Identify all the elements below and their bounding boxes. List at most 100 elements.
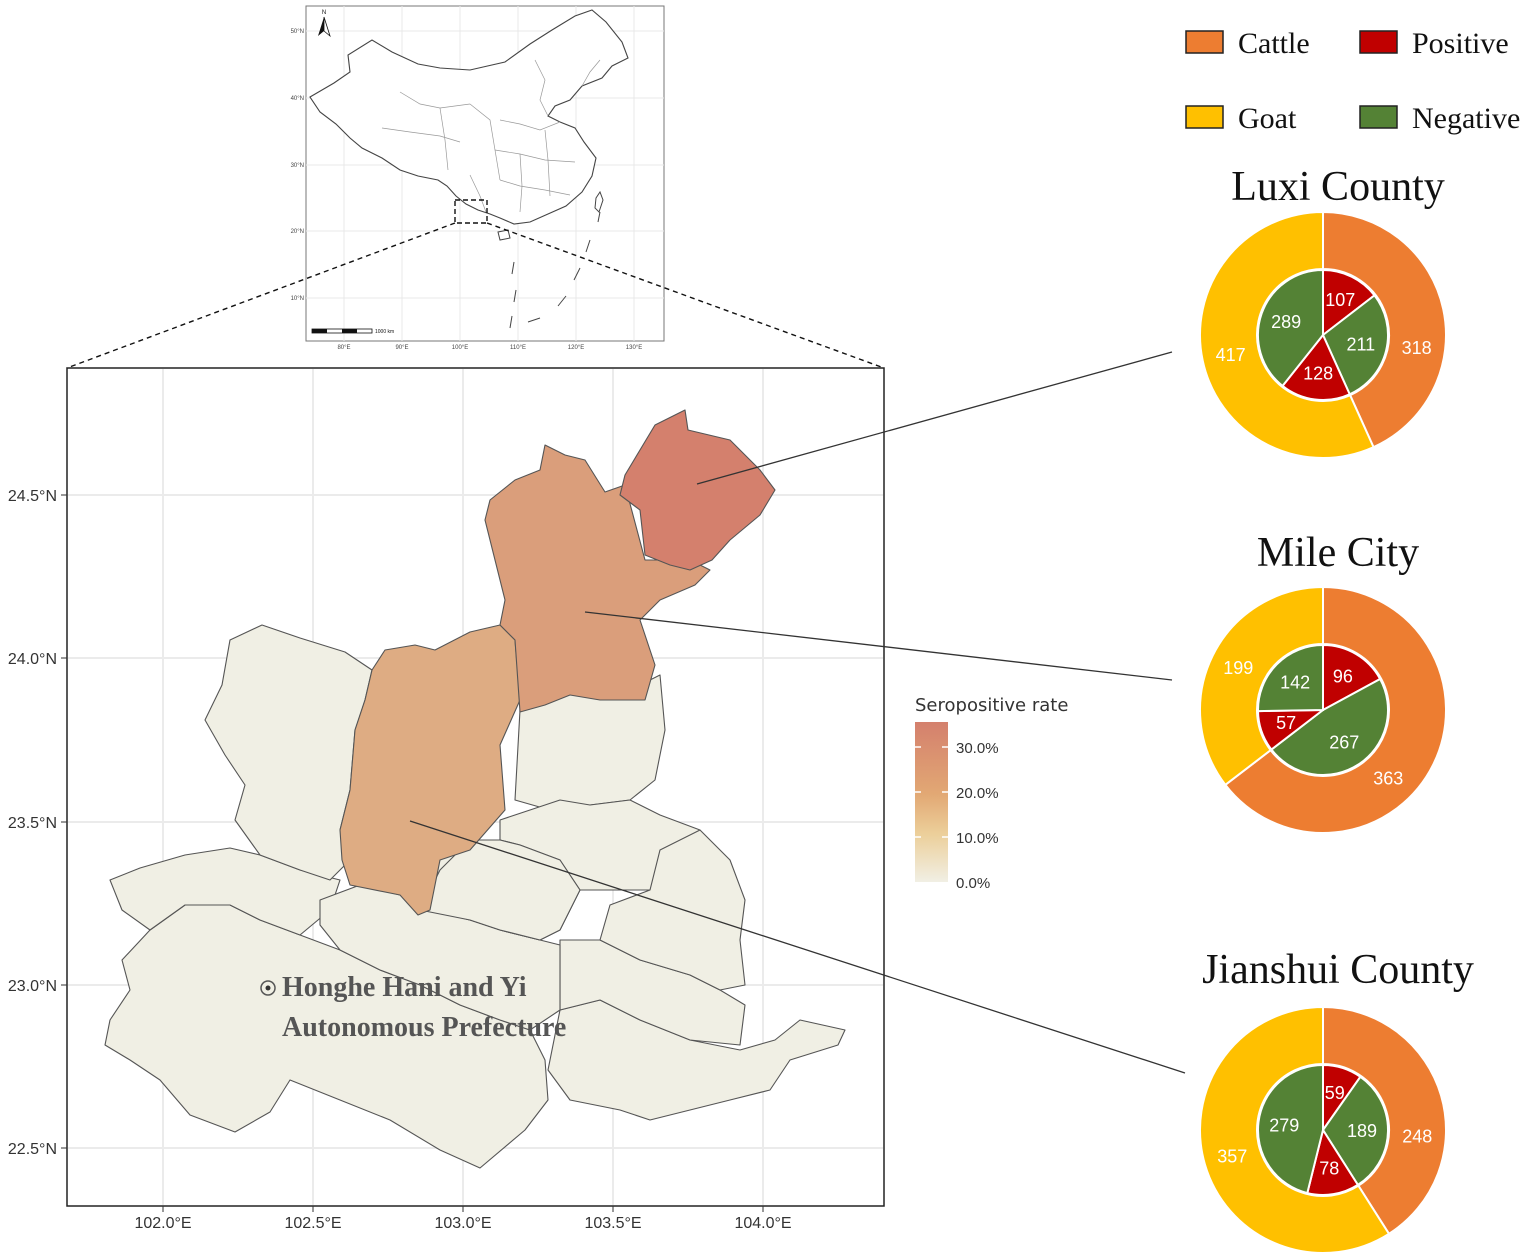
data-label-positive-goat: 78 [1319, 1158, 1339, 1178]
donut-title: Luxi County [1231, 164, 1445, 210]
prefecture-marker-icon [260, 980, 276, 996]
main-map: Honghe Hani and Yi Autonomous Prefecture… [8, 351, 1186, 1232]
lat-tick-label: 24.5°N [8, 488, 57, 505]
legend-label-positive: Positive [1412, 27, 1509, 60]
map-lat-ticks [61, 494, 67, 1149]
data-label-positive-goat: 128 [1303, 364, 1333, 384]
legend: Cattle Positive Goat Negative [1185, 27, 1520, 135]
prefecture-label-line2: Autonomous Prefecture [282, 1012, 566, 1043]
colorbar-tick: 10.0% [956, 830, 999, 847]
slice-negative-goat [1257, 1063, 1324, 1195]
colorbar-title: Seropositive rate [915, 695, 1068, 716]
data-label-goat: 357 [1217, 1146, 1247, 1166]
data-label-positive-cattle: 59 [1325, 1083, 1345, 1103]
data-label-cattle: 363 [1373, 768, 1403, 788]
lat-tick-label: 23.0°N [8, 978, 57, 995]
zoom-connectors [66, 222, 885, 369]
legend-label-cattle: Cattle [1238, 27, 1310, 60]
donut-charts: Luxi County 318 417 107 211 128 289 Mile City 36… [1199, 164, 1474, 1254]
donut-luxi-county: Luxi County 318 417 107 211 128 289 [1199, 164, 1447, 459]
data-label-negative-goat: 289 [1271, 312, 1301, 332]
colorbar-tick: 30.0% [956, 740, 999, 757]
data-label-negative-cattle: 267 [1329, 733, 1359, 753]
data-label-cattle: 248 [1402, 1126, 1432, 1146]
data-label-goat: 199 [1223, 658, 1253, 678]
data-label-negative-goat: 279 [1269, 1115, 1299, 1135]
lon-tick-label: 102.0°E [134, 1215, 191, 1232]
leader-lines [409, 351, 1186, 1074]
colorbar-tick: 20.0% [956, 785, 999, 802]
data-label-cattle: 318 [1402, 338, 1432, 358]
data-label-negative-cattle: 211 [1346, 334, 1375, 354]
hainan-outline [497, 229, 511, 241]
north-label: N [322, 10, 326, 16]
taiwan-outline [594, 190, 604, 213]
slice-negative-cattle [1321, 1075, 1389, 1187]
scale-bar: 1000 km [311, 328, 394, 335]
inset-lon-labels: 80°E 90°E 100°E 110°E 120°E 130°E [337, 345, 642, 351]
counties-map [104, 409, 846, 1169]
inset-lon-tick: 110°E [510, 345, 526, 351]
lon-tick-label: 102.5°E [284, 1215, 341, 1232]
legend-label-negative: Negative [1412, 102, 1520, 135]
map-lon-ticks [162, 1206, 764, 1212]
inset-lon-tick: 120°E [568, 345, 584, 351]
donut-mile-city: Mile City 363 199 96 267 57 142 [1199, 530, 1447, 834]
county-mile [484, 444, 711, 713]
data-label-goat: 417 [1216, 345, 1246, 365]
inset-lat-tick: 50°N [291, 29, 304, 35]
legend-swatch-cattle [1185, 30, 1224, 54]
legend-label-goat: Goat [1238, 102, 1297, 135]
inset-lat-tick: 10°N [291, 296, 304, 302]
inset-map: 50°N 40°N 30°N 20°N 10°N 80°E 90°E 100°E… [291, 5, 665, 351]
donut-title: Jianshui County [1202, 947, 1474, 993]
data-label-positive-cattle: 96 [1333, 666, 1353, 686]
inset-lon-tick: 90°E [395, 345, 408, 351]
study-area-box [454, 199, 488, 224]
slice-negative-cattle [1270, 677, 1389, 777]
leader-mile [584, 611, 1173, 681]
inset-lon-tick: 100°E [452, 345, 468, 351]
slice-positive-cattle [1322, 268, 1376, 338]
slice-positive-cattle [1322, 643, 1382, 712]
data-label-positive-goat: 57 [1276, 713, 1296, 733]
colorbar: Seropositive rate 30.0% 20.0% 10.0% 0.0% [915, 695, 1068, 892]
data-label-positive-cattle: 107 [1325, 290, 1355, 310]
scale-label: 1000 km [375, 329, 394, 335]
inset-lat-labels: 50°N 40°N 30°N 20°N 10°N [291, 29, 304, 302]
inset-lon-tick: 130°E [626, 345, 642, 351]
lat-tick-label: 24.0°N [8, 651, 57, 668]
lat-tick-label: 23.5°N [8, 815, 57, 832]
inset-lat-tick: 30°N [291, 163, 304, 169]
lon-tick-label: 103.5°E [584, 1215, 641, 1232]
leader-luxi [696, 351, 1173, 485]
donut-title: Mile City [1257, 530, 1419, 576]
lon-tick-label: 104.0°E [734, 1215, 791, 1232]
data-label-negative-goat: 142 [1280, 673, 1310, 693]
lon-tick-label: 103.0°E [434, 1215, 491, 1232]
colorbar-gradient [915, 722, 948, 882]
legend-swatch-goat [1185, 105, 1224, 129]
inset-lon-tick: 80°E [337, 345, 350, 351]
slice-positive-goat [1281, 333, 1352, 401]
colorbar-tick: 0.0% [956, 875, 990, 892]
islands-dashes [509, 211, 601, 329]
map-lon-axis: 102.0°E 102.5°E 103.0°E 103.5°E 104.0°E [134, 1215, 791, 1232]
legend-swatch-negative [1359, 105, 1398, 129]
lat-tick-label: 22.5°N [8, 1141, 57, 1158]
north-arrow-icon: N [318, 10, 331, 38]
slice-negative-goat [1257, 268, 1324, 388]
map-lat-axis: 24.5°N 24.0°N 23.5°N 23.0°N 22.5°N [8, 488, 57, 1158]
legend-swatch-positive [1359, 30, 1398, 54]
slice-negative-goat [1257, 643, 1324, 713]
inset-lat-tick: 40°N [291, 96, 304, 102]
data-label-negative-cattle: 189 [1347, 1121, 1377, 1141]
inset-lat-tick: 20°N [291, 229, 304, 235]
province-borders [381, 59, 601, 213]
county-yanshan [599, 829, 746, 991]
leader-jianshui [409, 820, 1186, 1074]
county-luxi [619, 409, 776, 571]
prefecture-label-line1: Honghe Hani and Yi [282, 972, 527, 1003]
